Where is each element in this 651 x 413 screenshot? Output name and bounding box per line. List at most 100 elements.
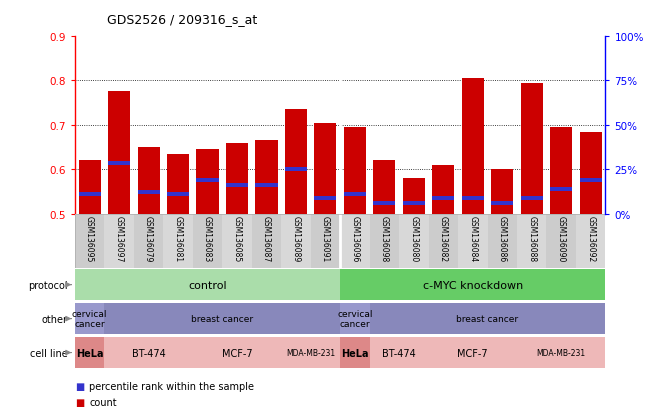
Text: HeLa: HeLa <box>341 348 368 358</box>
Bar <box>340 269 605 301</box>
Text: MCF-7: MCF-7 <box>222 348 253 358</box>
Bar <box>255 183 277 188</box>
Bar <box>197 150 219 214</box>
Bar <box>370 214 399 268</box>
Text: breast cancer: breast cancer <box>456 314 519 323</box>
Bar <box>340 337 370 368</box>
Bar <box>104 303 340 335</box>
Bar <box>488 214 517 268</box>
Bar <box>104 337 193 368</box>
Bar <box>252 214 281 268</box>
Bar <box>285 110 307 214</box>
Bar <box>137 148 159 214</box>
Bar <box>517 337 605 368</box>
Bar <box>226 183 248 188</box>
Text: GSM136090: GSM136090 <box>557 216 566 262</box>
Bar <box>314 123 337 214</box>
Bar <box>517 214 546 268</box>
Bar <box>521 197 543 201</box>
Bar <box>458 214 488 268</box>
Bar <box>193 337 281 368</box>
Text: GSM136095: GSM136095 <box>85 216 94 262</box>
Bar <box>550 128 572 214</box>
Text: ■: ■ <box>75 381 84 391</box>
Bar <box>197 179 219 183</box>
Text: MDA-MB-231: MDA-MB-231 <box>536 348 586 357</box>
Bar <box>75 214 104 268</box>
Bar <box>579 132 602 214</box>
Text: GSM136087: GSM136087 <box>262 216 271 262</box>
Text: GSM136079: GSM136079 <box>144 216 153 262</box>
Bar <box>373 201 395 205</box>
Bar <box>226 143 248 214</box>
Bar <box>403 201 425 205</box>
Bar <box>134 214 163 268</box>
Text: cervical
cancer: cervical cancer <box>337 309 372 328</box>
Bar <box>521 83 543 214</box>
Bar <box>163 214 193 268</box>
Text: cervical
cancer: cervical cancer <box>72 309 107 328</box>
Bar <box>432 166 454 214</box>
Bar <box>462 197 484 201</box>
Bar <box>399 214 428 268</box>
Text: count: count <box>89 397 117 407</box>
Text: GSM136081: GSM136081 <box>174 216 182 262</box>
Text: BT-474: BT-474 <box>132 348 165 358</box>
Text: breast cancer: breast cancer <box>191 314 253 323</box>
Bar <box>492 170 514 214</box>
Bar <box>403 179 425 214</box>
Bar <box>222 214 252 268</box>
Text: BT-474: BT-474 <box>382 348 416 358</box>
Bar <box>255 141 277 214</box>
Text: GSM136098: GSM136098 <box>380 216 389 262</box>
Bar <box>104 214 134 268</box>
Bar <box>579 179 602 183</box>
Text: cell line: cell line <box>30 348 68 358</box>
Bar <box>428 214 458 268</box>
Text: control: control <box>188 280 227 290</box>
Text: MCF-7: MCF-7 <box>458 348 488 358</box>
Bar <box>79 192 101 196</box>
Bar <box>137 190 159 194</box>
Bar <box>193 214 222 268</box>
Text: GSM136080: GSM136080 <box>409 216 419 262</box>
Bar <box>550 188 572 192</box>
Text: GDS2526 / 209316_s_at: GDS2526 / 209316_s_at <box>107 14 258 26</box>
Bar <box>340 214 370 268</box>
Text: GSM136092: GSM136092 <box>586 216 595 262</box>
Bar <box>370 337 428 368</box>
Bar <box>344 192 366 196</box>
Text: GSM136085: GSM136085 <box>232 216 242 262</box>
Text: c-MYC knockdown: c-MYC knockdown <box>422 280 523 290</box>
Bar <box>311 214 340 268</box>
Bar <box>75 337 104 368</box>
Text: HeLa: HeLa <box>76 348 104 358</box>
Text: GSM136088: GSM136088 <box>527 216 536 262</box>
Text: ■: ■ <box>75 397 84 407</box>
Bar <box>108 92 130 214</box>
Text: GSM136086: GSM136086 <box>498 216 506 262</box>
Text: MDA-MB-231: MDA-MB-231 <box>286 348 335 357</box>
Bar <box>370 303 605 335</box>
Text: protocol: protocol <box>28 280 68 290</box>
Text: GSM136089: GSM136089 <box>292 216 300 262</box>
Text: GSM136096: GSM136096 <box>350 216 359 262</box>
Text: GSM136084: GSM136084 <box>468 216 477 262</box>
Bar <box>462 79 484 214</box>
Bar <box>108 161 130 165</box>
Bar <box>546 214 576 268</box>
Text: GSM136082: GSM136082 <box>439 216 448 262</box>
Bar <box>167 192 189 196</box>
Bar <box>340 303 370 335</box>
Bar <box>492 201 514 205</box>
Bar <box>75 269 340 301</box>
Bar <box>432 197 454 201</box>
Bar <box>428 337 517 368</box>
Bar <box>314 197 337 201</box>
Bar <box>344 128 366 214</box>
Bar <box>576 214 605 268</box>
Bar <box>281 337 340 368</box>
Text: GSM136091: GSM136091 <box>321 216 330 262</box>
Bar <box>285 168 307 172</box>
Text: other: other <box>42 314 68 324</box>
